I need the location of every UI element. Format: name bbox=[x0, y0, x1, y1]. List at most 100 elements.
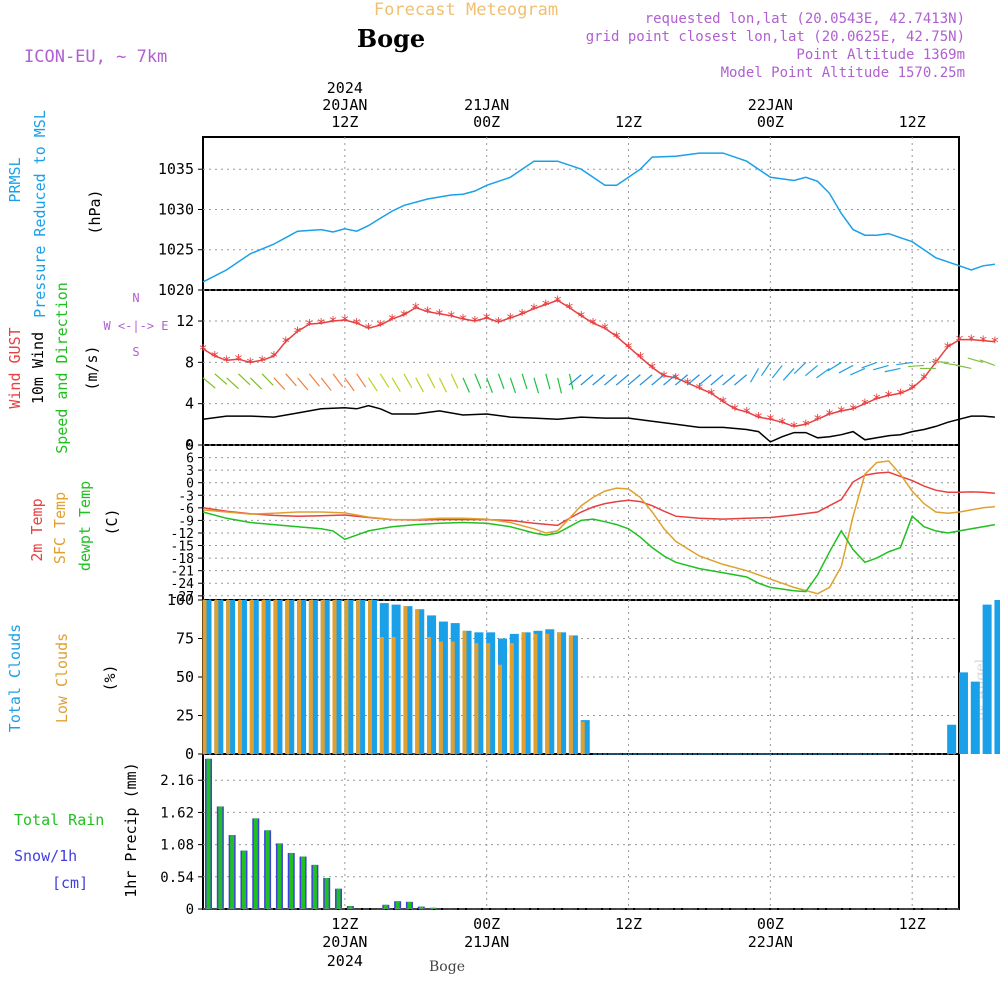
y-tick-label: -15 bbox=[171, 540, 194, 555]
wind-direction-arrow bbox=[884, 367, 901, 373]
gust-point: * bbox=[695, 380, 704, 398]
gust-point: * bbox=[778, 414, 787, 432]
y-tick-label: -3 bbox=[178, 489, 194, 504]
bottom-date-label: 22JAN bbox=[748, 933, 793, 951]
grid-coords: grid point closest lon,lat (20.0625E, 42… bbox=[586, 29, 965, 45]
total-cloud-bar bbox=[249, 600, 259, 754]
gust-point: * bbox=[234, 351, 243, 369]
temp-unit: (C) bbox=[103, 508, 121, 535]
low-cloud-bar bbox=[344, 600, 349, 754]
total-cloud-bar bbox=[214, 600, 224, 754]
total-cloud-bar bbox=[462, 630, 472, 754]
gust-point: * bbox=[541, 296, 550, 314]
gust-point: * bbox=[872, 391, 881, 409]
low-cloud-bar bbox=[367, 600, 372, 754]
gust-point: * bbox=[600, 320, 609, 338]
low-cloud-bar bbox=[285, 600, 290, 754]
y-tick-label: 4 bbox=[185, 395, 194, 413]
wind-direction-arrow bbox=[509, 377, 517, 394]
top-hour-label: 00Z bbox=[757, 113, 784, 131]
wind-direction-arrow bbox=[627, 374, 641, 386]
y-tick-label: 0 bbox=[185, 745, 194, 763]
total-cloud-bar bbox=[202, 600, 212, 754]
pressure-line bbox=[202, 152, 996, 283]
compass-south: S bbox=[132, 345, 139, 359]
rain-bar bbox=[206, 758, 211, 909]
rain-label: Total Rain bbox=[14, 811, 104, 829]
wind-direction-arrow bbox=[580, 374, 594, 386]
dewpoint-label: dewpt Temp bbox=[76, 481, 94, 571]
low-cloud-bar bbox=[214, 600, 219, 754]
gust-point: * bbox=[659, 368, 668, 386]
wind-direction-arrow bbox=[698, 374, 712, 386]
wind-direction-arrow bbox=[367, 377, 378, 392]
gust-point: * bbox=[612, 329, 621, 347]
total-cloud-bar bbox=[947, 724, 957, 754]
gust-point: * bbox=[305, 316, 314, 334]
low-cloud-bar bbox=[545, 633, 550, 754]
total-cloud-bar bbox=[994, 600, 1000, 754]
rain-bar bbox=[419, 906, 424, 909]
gust-point: * bbox=[896, 385, 905, 403]
pressure-label-long: Pressure Reduced to MSL bbox=[31, 110, 49, 318]
gust-point: * bbox=[825, 406, 834, 424]
compass-ew: W <-|-> E bbox=[103, 319, 168, 333]
low-cloud-bar bbox=[273, 600, 278, 754]
wind-direction-arrow bbox=[320, 377, 332, 391]
gust-point: * bbox=[269, 348, 278, 366]
rain-bar bbox=[277, 843, 282, 909]
rain-bar bbox=[431, 907, 436, 909]
wind-direction-arrow bbox=[967, 357, 984, 364]
y-tick-label: 100 bbox=[167, 591, 194, 609]
gust-point: * bbox=[636, 349, 645, 367]
gust-point: * bbox=[435, 306, 444, 324]
gust-point: * bbox=[364, 320, 373, 338]
gust-point: * bbox=[506, 310, 515, 328]
gust-point: * bbox=[317, 315, 326, 333]
wind-direction-arrow bbox=[639, 374, 653, 386]
wind-direction-arrow bbox=[827, 361, 842, 372]
y-tick-label: 0.54 bbox=[160, 870, 194, 886]
wind-direction-arrow bbox=[379, 373, 390, 388]
low-cloud-bar bbox=[474, 643, 479, 754]
gust-point: * bbox=[801, 416, 810, 434]
gust-point: * bbox=[518, 306, 527, 324]
gust-point: * bbox=[281, 334, 290, 352]
rain-bar bbox=[383, 904, 388, 909]
wind-direction-arrow bbox=[308, 373, 320, 387]
total-cloud-bar bbox=[261, 600, 271, 754]
y-tick-label: 0 bbox=[186, 477, 194, 492]
precip-unit: 1hr Precip (mm) bbox=[122, 762, 140, 897]
total-cloud-bar bbox=[438, 621, 448, 754]
y-tick-label: 1.08 bbox=[160, 838, 194, 854]
wind-direction-arrow bbox=[533, 377, 540, 394]
low-cloud-bar bbox=[450, 641, 455, 754]
wind-direction-arrow bbox=[838, 364, 854, 374]
rain-bar bbox=[407, 901, 412, 909]
wind-direction-arrow bbox=[979, 359, 996, 366]
total-cloud-bar bbox=[391, 604, 401, 754]
y-tick-label: 12 bbox=[176, 312, 194, 330]
total-cloud-bar bbox=[509, 633, 519, 754]
plot-panels: 1020 1025 1030 1035 PRMSL Pressure Reduced to… bbox=[6, 79, 1000, 970]
wind-direction-arrow bbox=[686, 374, 700, 386]
wind-direction-arrow bbox=[486, 377, 494, 393]
total-cloud-bar bbox=[308, 600, 318, 754]
low-cloud-bar bbox=[356, 600, 361, 754]
total-cloud-bar bbox=[545, 629, 555, 754]
dew-line bbox=[202, 511, 996, 593]
low-cloud-bar bbox=[509, 643, 514, 754]
top-hour-label: 12Z bbox=[615, 113, 642, 131]
top-date-label: 21JAN bbox=[464, 96, 509, 114]
total-cloud-bar bbox=[521, 632, 531, 754]
gust-point: * bbox=[423, 304, 432, 322]
wind-label: 10m Wind bbox=[29, 332, 47, 404]
low-cloud-bar bbox=[427, 636, 432, 754]
low-cloud-bar bbox=[237, 600, 242, 754]
rain-bar bbox=[395, 901, 400, 909]
low-cloud-bar bbox=[320, 600, 325, 754]
y-tick-label: -27 bbox=[171, 590, 194, 605]
total-cloud-bar bbox=[344, 600, 354, 754]
y-tick-label: 0 bbox=[185, 436, 194, 454]
low-cloud-bar bbox=[379, 636, 384, 754]
